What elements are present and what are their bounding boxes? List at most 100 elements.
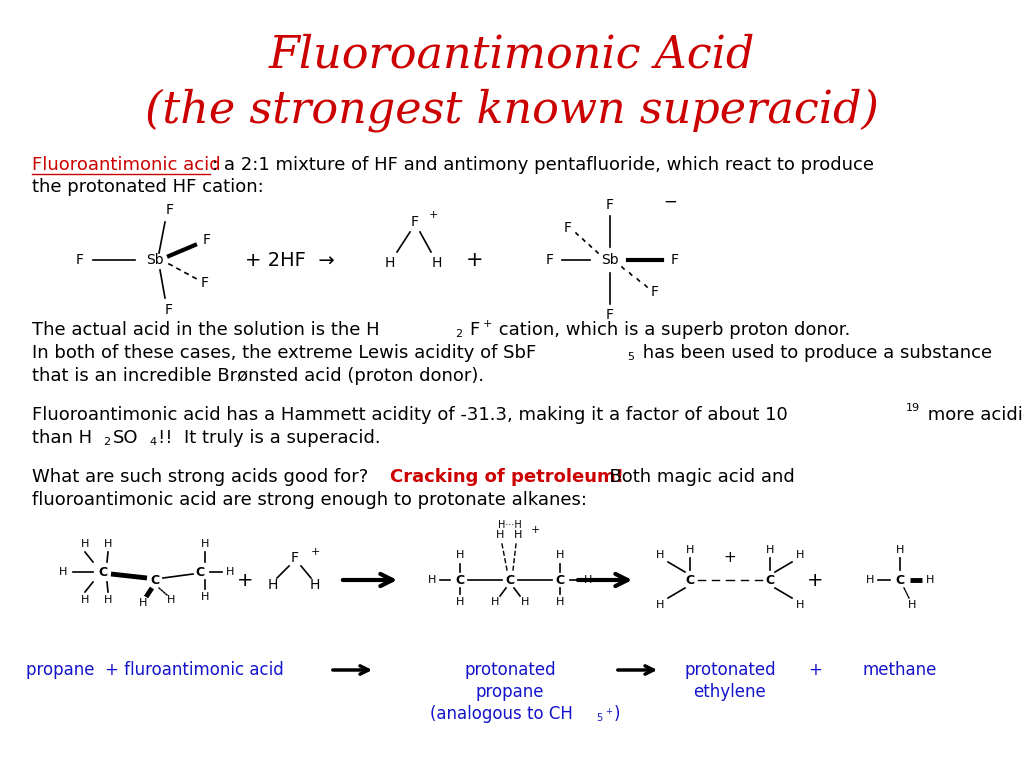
Text: + 2HF  →: + 2HF → <box>245 250 335 270</box>
Text: protonated: protonated <box>684 661 776 679</box>
Text: F: F <box>606 198 614 212</box>
Text: F: F <box>546 253 554 267</box>
Text: +: + <box>483 319 493 329</box>
Text: than H: than H <box>32 429 92 447</box>
Text: H: H <box>226 567 234 577</box>
Text: C: C <box>506 574 515 587</box>
Text: C: C <box>151 574 160 587</box>
Text: H: H <box>456 597 464 607</box>
Text: In both of these cases, the extreme Lewis acidity of SbF: In both of these cases, the extreme Lewi… <box>32 344 537 362</box>
Text: the protonated HF cation:: the protonated HF cation: <box>32 178 264 196</box>
Text: methane: methane <box>863 661 937 679</box>
Text: +: + <box>310 547 319 557</box>
Text: SO: SO <box>113 429 138 447</box>
Text: H: H <box>385 256 395 270</box>
Text: H: H <box>167 595 175 605</box>
Text: 19: 19 <box>906 403 921 413</box>
Text: ): ) <box>614 705 621 723</box>
Text: C: C <box>895 574 904 587</box>
Text: F: F <box>411 215 419 229</box>
Text: H: H <box>201 592 209 602</box>
Text: F: F <box>166 203 174 217</box>
Text: H: H <box>432 256 442 270</box>
Text: H: H <box>310 578 321 592</box>
Text: +: + <box>237 571 253 590</box>
Text: Fluoroantimonic acid has a Hammett acidity of -31.3, making it a factor of about: Fluoroantimonic acid has a Hammett acidi… <box>32 406 787 424</box>
Text: (the strongest known superacid): (the strongest known superacid) <box>145 88 879 132</box>
Text: +: + <box>530 525 540 535</box>
Text: Sb: Sb <box>601 253 618 267</box>
Text: C: C <box>98 565 108 578</box>
Text: H: H <box>139 598 147 608</box>
Text: H: H <box>103 595 113 605</box>
Text: H: H <box>796 600 804 610</box>
Text: H: H <box>268 578 279 592</box>
Text: H···H: H···H <box>498 520 522 530</box>
Text: F: F <box>201 276 209 290</box>
Text: H: H <box>521 597 529 607</box>
Text: H: H <box>896 545 904 555</box>
Text: F: F <box>203 233 211 247</box>
Text: C: C <box>555 574 564 587</box>
Text: 2: 2 <box>103 437 111 447</box>
Text: H: H <box>201 539 209 549</box>
Text: fluoroantimonic acid are strong enough to protonate alkanes:: fluoroantimonic acid are strong enough t… <box>32 491 587 509</box>
Text: H: H <box>514 530 522 540</box>
Text: +: + <box>807 571 823 590</box>
Text: 5: 5 <box>596 713 602 723</box>
Text: : a 2:1 mixture of HF and antimony pentafluoride, which react to produce: : a 2:1 mixture of HF and antimony penta… <box>212 156 874 174</box>
Text: protonated: protonated <box>464 661 556 679</box>
Text: Fluoroantimonic Acid: Fluoroantimonic Acid <box>269 34 755 77</box>
Text: propane  + fluroantimonic acid: propane + fluroantimonic acid <box>27 661 284 679</box>
Text: F: F <box>651 285 659 299</box>
Text: that is an incredible Brønsted acid (proton donor).: that is an incredible Brønsted acid (pro… <box>32 367 484 385</box>
Text: Both magic acid and: Both magic acid and <box>598 468 795 486</box>
Text: has been used to produce a substance: has been used to produce a substance <box>637 344 992 362</box>
Text: H: H <box>58 567 68 577</box>
Text: F: F <box>165 303 173 317</box>
Text: H: H <box>866 575 874 585</box>
Text: Fluoroantimonic acid: Fluoroantimonic acid <box>32 156 220 174</box>
Text: H: H <box>81 595 89 605</box>
Text: H: H <box>81 539 89 549</box>
Text: ethylene: ethylene <box>693 683 766 701</box>
Text: +: + <box>724 551 736 565</box>
Text: C: C <box>196 565 205 578</box>
Text: H: H <box>490 597 499 607</box>
Text: −: − <box>664 193 677 211</box>
Text: H: H <box>584 575 592 585</box>
Text: H: H <box>103 539 113 549</box>
Text: H: H <box>556 597 564 607</box>
Text: +: + <box>428 210 437 220</box>
Text: H: H <box>655 550 665 560</box>
Text: more acidic: more acidic <box>922 406 1024 424</box>
Text: H: H <box>428 575 436 585</box>
Text: propane: propane <box>476 683 544 701</box>
Text: H: H <box>796 550 804 560</box>
Text: (analogous to CH: (analogous to CH <box>430 705 572 723</box>
Text: F: F <box>291 551 299 565</box>
Text: H: H <box>766 545 774 555</box>
Text: H: H <box>655 600 665 610</box>
Text: The actual acid in the solution is the H: The actual acid in the solution is the H <box>32 321 380 339</box>
Text: What are such strong acids good for?: What are such strong acids good for? <box>32 468 380 486</box>
Text: 2: 2 <box>455 329 462 339</box>
Text: Sb: Sb <box>146 253 164 267</box>
Text: H: H <box>496 530 504 540</box>
Text: cation, which is a superb proton donor.: cation, which is a superb proton donor. <box>493 321 850 339</box>
Text: H: H <box>926 575 934 585</box>
Text: H: H <box>556 550 564 560</box>
Text: 4: 4 <box>150 437 156 447</box>
Text: !!  It truly is a superacid.: !! It truly is a superacid. <box>158 429 381 447</box>
Text: +: + <box>605 707 612 717</box>
Text: F: F <box>76 253 84 267</box>
Text: F: F <box>671 253 679 267</box>
Text: C: C <box>456 574 465 587</box>
Text: F: F <box>469 321 479 339</box>
Text: F: F <box>606 308 614 322</box>
Text: +: + <box>808 661 822 679</box>
Text: H: H <box>686 545 694 555</box>
Text: +: + <box>466 250 483 270</box>
Text: H: H <box>456 550 464 560</box>
Text: 5: 5 <box>627 352 634 362</box>
